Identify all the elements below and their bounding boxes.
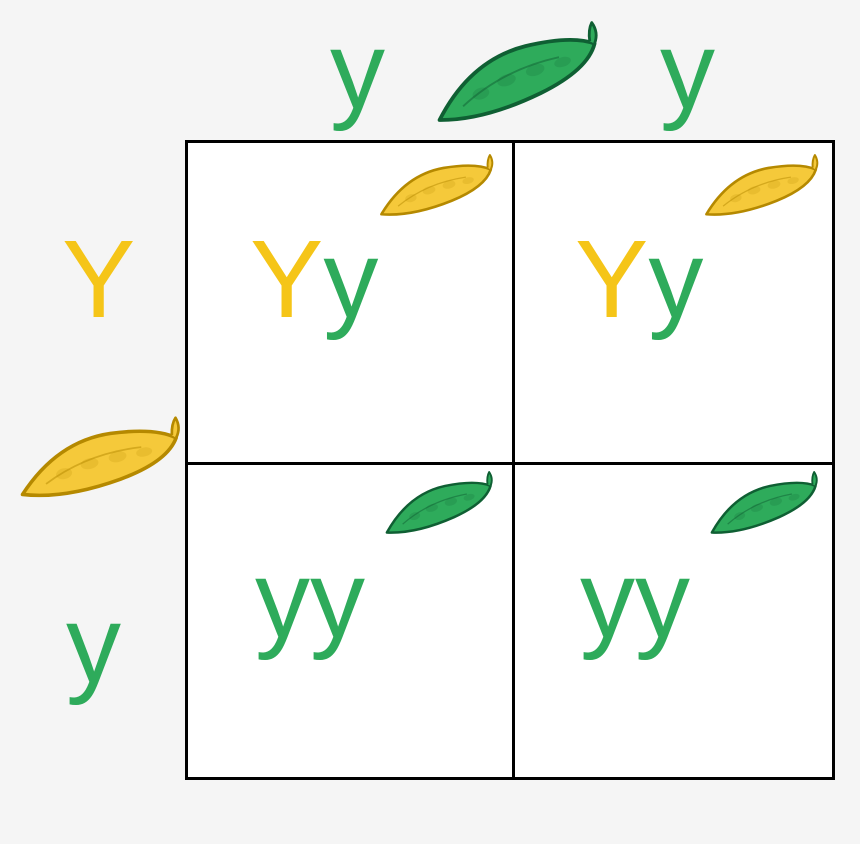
cell-1-1-genotype: yy [580, 545, 690, 655]
row-header-pod-icon [1, 397, 196, 522]
col-header-pod-icon [410, 1, 620, 150]
punnett-square-diagram: y y Y y Yy Yy [0, 0, 860, 844]
cell-0-1-allele-1: y [648, 218, 703, 341]
cell-1-1-allele-0: y [580, 538, 635, 661]
cell-0-0-genotype: Yy [250, 225, 378, 335]
cell-0-0-allele-1: y [323, 218, 378, 341]
cell-0-1-genotype: Yy [575, 225, 703, 335]
grid-hline [188, 462, 832, 465]
cell-0-1-allele-0: Y [575, 218, 648, 341]
grid-vline [512, 143, 515, 777]
row-header-1: y [66, 590, 121, 700]
row-header-0: Y [62, 225, 135, 335]
cell-1-1-allele-1: y [635, 538, 690, 661]
cell-1-0-allele-0: y [255, 538, 310, 661]
cell-1-0-genotype: yy [255, 545, 365, 655]
col-header-0: y [330, 16, 385, 126]
cell-1-0-allele-1: y [310, 538, 365, 661]
cell-0-0-allele-0: Y [250, 218, 323, 341]
col-header-1: y [660, 16, 715, 126]
